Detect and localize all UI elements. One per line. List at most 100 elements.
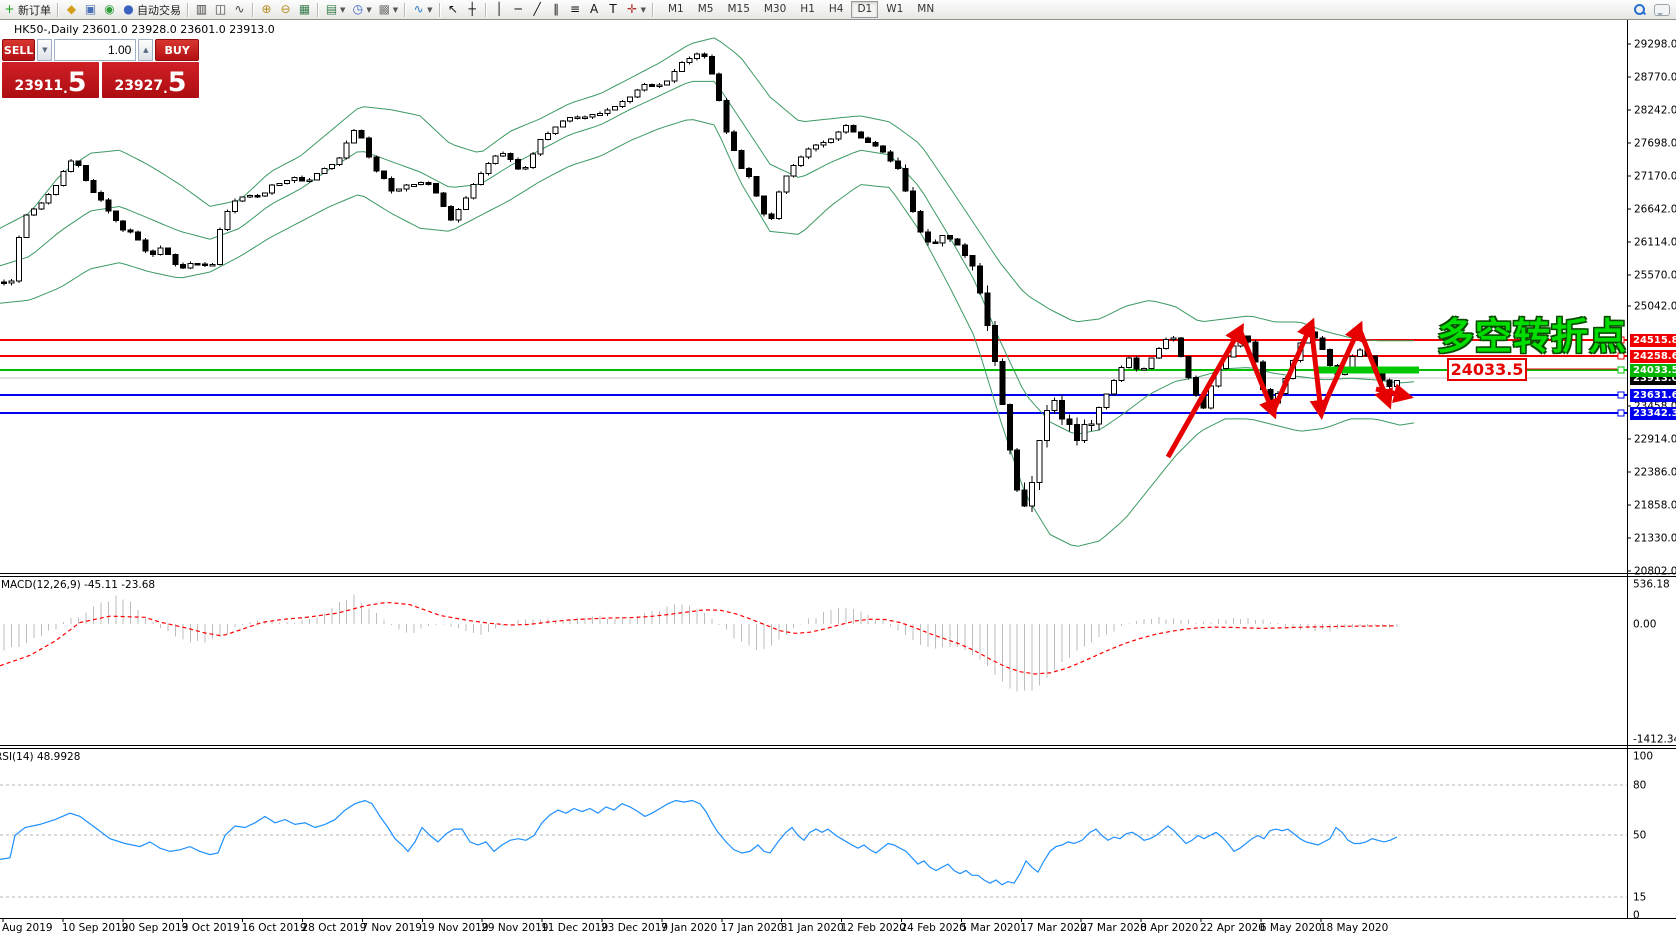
zigzag-arrows[interactable] [1165, 317, 1414, 459]
hline-anchor[interactable] [1617, 336, 1625, 344]
timeframe-mn-button[interactable]: MN [917, 3, 935, 15]
candlestick-button[interactable]: ◫ [211, 1, 230, 18]
price-axis-label-24033.5: 24033.5 [1630, 363, 1676, 377]
svg-text:12 Feb 2020: 12 Feb 2020 [841, 922, 906, 934]
sell-button[interactable]: SELL [2, 39, 36, 61]
svg-text:50: 50 [1633, 830, 1646, 842]
toolbar-separator [651, 2, 654, 17]
autotrade-button-label: 自动交易 [137, 3, 181, 17]
cursor-button[interactable]: ↖ [444, 1, 463, 18]
svg-text:16 Oct 2019: 16 Oct 2019 [242, 922, 307, 934]
timeframe-m5-button[interactable]: M5 [697, 3, 714, 15]
svg-text:20 Sep 2019: 20 Sep 2019 [122, 922, 189, 934]
zoom-in-button[interactable]: ⊕ [257, 1, 276, 18]
svg-text:6 May 2020: 6 May 2020 [1260, 922, 1322, 934]
svg-text:0: 0 [1633, 910, 1640, 922]
search-icon[interactable] [1633, 3, 1646, 16]
svg-text:27170.0: 27170.0 [1634, 171, 1676, 183]
svg-text:31 Jan 2020: 31 Jan 2020 [781, 922, 844, 934]
tile-windows-button[interactable]: ▦ [295, 1, 314, 18]
timeframe-m15-button[interactable]: M15 [727, 3, 750, 15]
svg-text:10 Sep 2019: 10 Sep 2019 [62, 922, 129, 934]
price-axis-label-24258.6: 24258.6 [1630, 349, 1676, 363]
hline-anchor[interactable] [1617, 391, 1625, 399]
svg-text:28242.0: 28242.0 [1634, 105, 1676, 117]
candles [1, 52, 1401, 512]
svg-text:536.18: 536.18 [1633, 579, 1670, 591]
bar-chart-button[interactable]: ▥ [192, 1, 211, 18]
timeframe-w1-button[interactable]: W1 [886, 3, 904, 15]
price-axis-label-24515.8: 24515.8 [1630, 333, 1676, 347]
green-level-bar[interactable] [1317, 366, 1419, 374]
hline-anchor[interactable] [1617, 366, 1625, 374]
new-order-button[interactable]: + 新订单 [0, 1, 54, 18]
arrows-button[interactable]: ✛ ▼ [623, 1, 649, 18]
fibonacci-icon: ≡ [570, 2, 581, 16]
bollinger-lower-band [0, 119, 1415, 547]
svg-text:27 Mar 2020: 27 Mar 2020 [1080, 922, 1147, 934]
hline-anchor[interactable] [1617, 352, 1625, 360]
horizontal-line-button[interactable]: ─ [509, 1, 528, 18]
autotrade-button[interactable]: ● 自动交易 [119, 1, 184, 18]
bar-chart-icon: ▥ [195, 2, 208, 16]
vertical-line-button[interactable]: │ [490, 1, 509, 18]
timeframe-m1-button[interactable]: M1 [667, 3, 684, 15]
period-button[interactable]: ◷ ▼ [348, 1, 374, 18]
label-button[interactable]: T [604, 1, 623, 18]
chevron-down-icon[interactable]: ▼ [392, 5, 399, 14]
signal-icon: ◉ [104, 2, 115, 16]
timeframe-h1-button[interactable]: H1 [800, 3, 815, 15]
svg-text:-1412.34: -1412.34 [1633, 734, 1676, 746]
buy-button[interactable]: BUY [155, 39, 200, 61]
volume-increase-button[interactable]: ▲ [138, 39, 154, 61]
chevron-down-icon[interactable]: ▼ [427, 5, 433, 14]
svg-text:7 Nov 2019: 7 Nov 2019 [361, 922, 422, 934]
chevron-down-icon[interactable]: ▼ [340, 5, 346, 14]
chevron-down-icon[interactable]: ▼ [366, 5, 372, 14]
signal-button[interactable]: ◉ [100, 1, 119, 18]
svg-text:26642.0: 26642.0 [1634, 204, 1676, 216]
hline-anchor[interactable] [1617, 409, 1625, 417]
toolbar-separator [438, 2, 441, 17]
buy-price-button[interactable]: 23927. 5 [102, 62, 199, 98]
trendline-button[interactable]: ╱ [528, 1, 547, 18]
template-button[interactable]: ▩ ▼ [375, 1, 401, 18]
svg-text:0.00: 0.00 [1633, 619, 1656, 631]
data-window-button[interactable]: ▣ [81, 1, 100, 18]
svg-text:19 Nov 2019: 19 Nov 2019 [421, 922, 488, 934]
timeframe-m30-button[interactable]: M30 [763, 3, 787, 15]
indicators-button[interactable]: ∿ ▼ [409, 1, 435, 18]
channel-button[interactable]: ∥ [547, 1, 566, 18]
svg-text:28 Oct 2019: 28 Oct 2019 [302, 922, 367, 934]
new-chart-button[interactable]: ▤ ▼ [322, 1, 348, 18]
new-order-button-label: 新订单 [18, 3, 51, 17]
timeframe-d1-button[interactable]: D1 [851, 1, 879, 18]
chat-icon[interactable] [1654, 3, 1670, 16]
zoom-in-icon: ⊕ [261, 2, 272, 16]
volume-decrease-button[interactable]: ▼ [37, 39, 53, 61]
text-icon: A [589, 2, 599, 16]
price-axis-label-23342.3: 23342.3 [1630, 406, 1676, 420]
market-watch-button[interactable]: ◆ [62, 1, 81, 18]
fibonacci-button[interactable]: ≡ [566, 1, 585, 18]
main-toolbar: + 新订单 ◆ ▣ ◉ ● 自动交易 ▥ ◫ ∿ ⊕ ⊖ ▦ ▤ ▼ ◷ ▼ ▩ ▼ ∿ ▼ ↖ ┼ │ ─ ╱ ∥ ≡ A T ✛ ▼ M1… [0, 0, 1676, 20]
toolbar-separator [187, 2, 189, 17]
svg-text:28770.0: 28770.0 [1634, 72, 1676, 84]
svg-text:17 Jan 2020: 17 Jan 2020 [721, 922, 784, 934]
one-click-trade-panel: SELL ▼ ▲ BUY 23911.5 23927.5 [2, 39, 200, 98]
text-button[interactable]: A [585, 1, 604, 18]
svg-text:5 Mar 2020: 5 Mar 2020 [960, 922, 1020, 934]
rsi-line [0, 799, 1398, 886]
svg-text:21330.0: 21330.0 [1634, 533, 1676, 545]
zoom-out-button[interactable]: ⊖ [276, 1, 295, 18]
new-order-icon: + [4, 2, 15, 16]
sell-price-button[interactable]: 23911. 5 [2, 62, 99, 98]
volume-input[interactable] [54, 39, 137, 61]
svg-text:8 Apr 2020: 8 Apr 2020 [1140, 922, 1198, 934]
chevron-down-icon[interactable]: ▼ [640, 5, 646, 14]
crosshair-button[interactable]: ┼ [463, 1, 482, 18]
line-chart-button[interactable]: ∿ [230, 1, 249, 18]
svg-text:18 May 2020: 18 May 2020 [1320, 922, 1388, 934]
timeframe-h4-button[interactable]: H4 [828, 3, 844, 15]
